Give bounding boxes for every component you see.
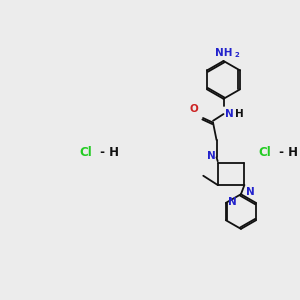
Text: Cl: Cl: [258, 146, 271, 159]
Text: N: N: [207, 151, 216, 161]
Text: 2: 2: [235, 52, 239, 58]
Text: NH: NH: [215, 48, 232, 58]
Text: - H: - H: [275, 146, 298, 159]
Text: N: N: [225, 110, 234, 119]
Text: H: H: [235, 110, 243, 119]
Text: O: O: [190, 104, 198, 114]
Text: N: N: [228, 197, 237, 207]
Text: Cl: Cl: [79, 146, 92, 159]
Text: - H: - H: [96, 146, 119, 159]
Text: N: N: [246, 187, 255, 197]
